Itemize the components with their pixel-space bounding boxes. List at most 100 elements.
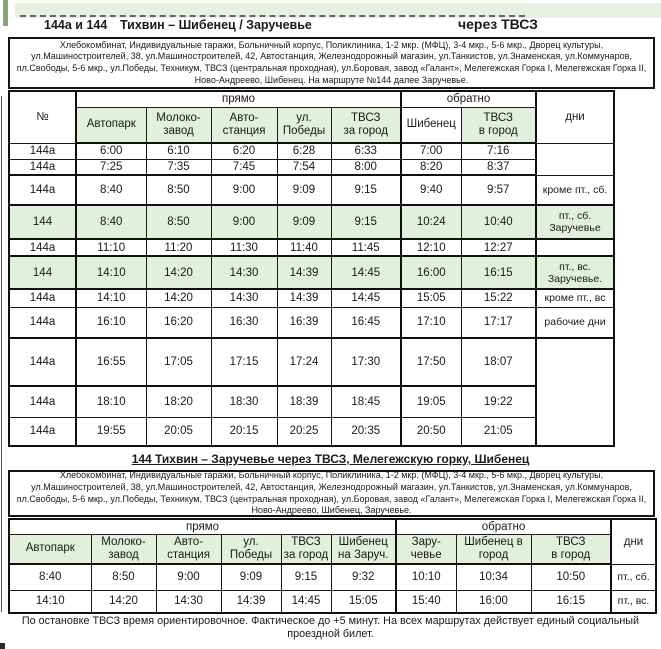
time-cell: 18:39 [276, 385, 332, 418]
time-cell: 20:50 [400, 416, 462, 447]
time-cell: 9:00 [155, 563, 222, 591]
time-cell: 8:20 [400, 158, 462, 176]
time-cell: 17:17 [460, 306, 537, 339]
time-cell: 16:00 [400, 255, 462, 290]
time-cell: 16:20 [145, 306, 212, 339]
time-cell: 8:50 [145, 204, 212, 240]
group-header-back: обратно [395, 518, 612, 535]
column-header-number: № [8, 90, 77, 144]
station-header: ТВСЗ за город [330, 106, 402, 144]
time-cell: 15:05 [330, 589, 397, 614]
time-cell: 16:15 [530, 589, 612, 614]
time-cell: 21:05 [460, 416, 537, 447]
timetable-row: 144а 19:55 20:05 20:15 20:25 20:35 20:50 21:05 [8, 416, 614, 447]
time-cell: 18:10 [75, 385, 147, 418]
time-cell: 10:50 [530, 563, 612, 591]
corner-mark [0, 643, 5, 649]
time-cell: 9:15 [330, 204, 402, 240]
days-cell: пт., вс. [610, 589, 657, 614]
time-cell: 9:09 [220, 563, 282, 591]
route-number-1: 144а и 144 [44, 18, 108, 32]
station-header: Зару- чевье [395, 533, 457, 565]
time-cell: 14:39 [276, 255, 332, 290]
timetable-row: 14:10 14:20 14:30 14:39 14:45 15:05 15:40 16:00… [8, 589, 657, 614]
time-cell: 8:00 [330, 158, 402, 176]
time-cell: 14:39 [276, 288, 332, 308]
time-cell: 9:00 [210, 204, 278, 240]
time-cell: 8:40 [75, 204, 147, 240]
time-cell: 16:55 [75, 337, 147, 387]
time-cell: 20:15 [210, 416, 278, 447]
column-header-days: дни [610, 518, 657, 565]
days-cell: пт., сб. [610, 563, 657, 591]
time-cell: 8:37 [460, 158, 537, 176]
timetable-row: 144а 18:10 18:20 18:30 18:39 18:45 19:05 19:22 [8, 385, 614, 418]
time-cell: 19:55 [75, 416, 147, 447]
time-cell: 18:20 [145, 385, 212, 418]
station-header: ТВСЗ за город [280, 533, 332, 565]
station-header: ул. Победы [276, 106, 332, 144]
time-cell: 12:10 [400, 238, 462, 257]
days-cell [535, 238, 615, 257]
time-cell: 9:32 [330, 563, 397, 591]
days-cell: рабочие дни [535, 306, 615, 339]
time-cell: 7:54 [276, 158, 332, 176]
route-description-2-text: Хлебокомбинат, Индивидуальные гаражи, Бо… [16, 470, 647, 516]
timetable-row: 144 14:10 14:20 14:30 14:39 14:45 16:00 16:15 пт… [8, 255, 615, 290]
time-cell: 6:10 [145, 142, 212, 160]
route-title-2-text: 144 Тихвин – Заручевье через ТВСЗ, Мелег… [131, 452, 530, 466]
station-header: ТВСЗ в город [530, 533, 612, 565]
time-cell: 14:45 [280, 589, 332, 614]
time-cell: 9:40 [400, 174, 462, 206]
timetable-row: 144а 6:00 6:10 6:20 6:28 6:33 7:00 7:16 [8, 142, 615, 176]
time-cell: 9:00 [210, 174, 278, 206]
time-cell: 15:40 [395, 589, 457, 614]
timetable-144-zaruchevye: прямо обратно дни Автопарк Молоко- завод Авто… [8, 518, 657, 614]
route-no-cell: 144а [8, 306, 77, 339]
time-cell: 14:39 [220, 589, 282, 614]
time-cell: 14:30 [210, 288, 278, 308]
route-no-cell: 144а [8, 416, 77, 447]
time-cell: 17:15 [210, 337, 278, 387]
time-cell: 16:39 [276, 306, 332, 339]
timetable-row: 144а 7:25 7:35 7:45 7:54 8:00 8:20 8:37 [8, 158, 614, 176]
station-header: Автопарк [8, 533, 92, 565]
days-cell [535, 337, 615, 447]
time-cell: 14:10 [75, 255, 147, 290]
time-cell: 12:27 [460, 238, 537, 257]
group-header-forward: прямо [8, 518, 397, 535]
timetable-row: 144 8:40 8:50 9:00 9:09 9:15 10:24 10:40 пт., сб… [8, 204, 615, 240]
time-cell: 11:45 [330, 238, 402, 257]
days-cell [535, 142, 615, 176]
time-cell: 11:40 [276, 238, 332, 257]
time-cell: 7:16 [460, 142, 537, 160]
route-title-2: 144 Тихвин – Заручевье через ТВСЗ, Мелег… [0, 452, 661, 466]
route-no-cell: 144 [8, 204, 77, 240]
route-description-1: Хлебокомбинат, Индивидуальные гаражи, Бо… [8, 37, 655, 89]
route-via-1: через ТВСЗ [458, 16, 538, 32]
route-no-cell: 144а [8, 288, 77, 308]
station-header: Шибенец на Заруч. [330, 533, 397, 565]
time-cell: 6:28 [276, 142, 332, 160]
time-cell: 8:40 [75, 174, 147, 206]
route-description-2: Хлебокомбинат, Индивидуальные гаражи, Бо… [8, 470, 655, 517]
footer-note: По остановке ТВСЗ время ориентировочное.… [21, 615, 640, 640]
days-cell: пт., вс. Заручевье. [535, 255, 615, 290]
time-cell: 17:10 [400, 306, 462, 339]
station-header: Шибенец [400, 106, 462, 144]
time-cell: 9:15 [280, 563, 332, 591]
time-cell: 9:15 [330, 174, 402, 206]
time-cell: 7:00 [400, 142, 462, 160]
days-cell: кроме пт., сб. [535, 174, 615, 206]
timetable-row: 144а 14:10 14:20 14:30 14:39 14:45 15:05 15:22 к… [8, 288, 615, 308]
time-cell: 16:45 [330, 306, 402, 339]
time-cell: 6:20 [210, 142, 278, 160]
group-header-back: обратно [400, 90, 537, 108]
time-cell: 18:30 [210, 385, 278, 418]
time-cell: 18:07 [460, 337, 537, 387]
time-cell: 9:09 [276, 204, 332, 240]
time-cell: 19:05 [400, 385, 462, 418]
time-cell: 11:10 [75, 238, 147, 257]
route-description-1-text: Хлебокомбинат, Индивидуальные гаражи, Бо… [16, 39, 647, 85]
time-cell: 20:25 [276, 416, 332, 447]
